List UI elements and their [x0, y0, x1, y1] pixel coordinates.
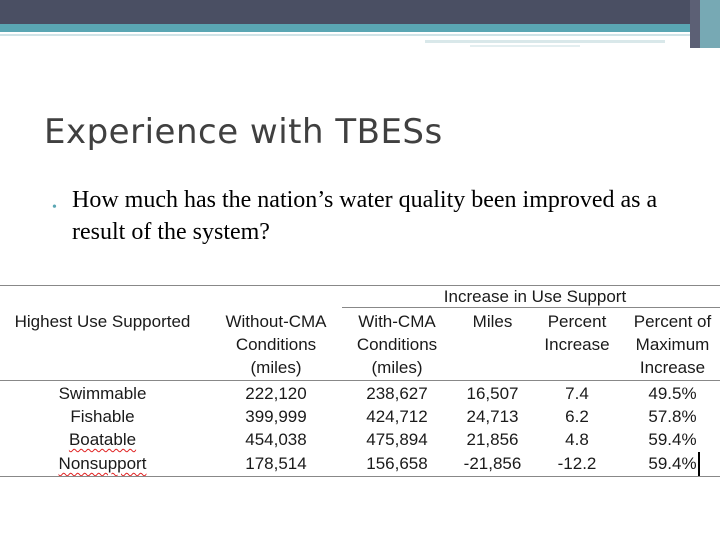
- table-cell: 24,713: [466, 407, 519, 426]
- col-header-miles: Miles: [472, 312, 513, 331]
- spellcheck-word: Boatable: [68, 430, 137, 449]
- table-cell: 7.4: [565, 384, 589, 403]
- table-cell: 222,120: [245, 384, 307, 403]
- table-cell: 424,712: [366, 407, 428, 426]
- col-header-without: Without-CMA Conditions (miles): [225, 312, 327, 377]
- table-cell: -12.2: [557, 454, 597, 473]
- table-cell: 178,514: [245, 454, 307, 473]
- data-table: Increase in Use Support Highest Use Supp…: [0, 283, 720, 478]
- table-cell: 57.8%: [648, 407, 697, 426]
- col-header-percent-max: Percent of Maximum Increase: [633, 312, 712, 377]
- table-cell: 399,999: [245, 407, 307, 426]
- spellcheck-word: Nonsupport: [58, 454, 147, 473]
- slide-title: Experience with TBESs: [44, 112, 443, 152]
- table-cell: 59.4%: [648, 430, 697, 449]
- table-cell: Swimmable: [58, 384, 147, 403]
- header-bar: [0, 0, 720, 24]
- decor-line: [470, 45, 580, 47]
- col-header-use: Highest Use Supported: [14, 312, 191, 331]
- table-cell: 59.4%: [648, 454, 697, 473]
- header-accent-stripe: [0, 24, 720, 32]
- table-top-rule: [0, 285, 720, 286]
- table-cell: 4.8: [565, 430, 589, 449]
- col-header-with: With-CMA Conditions (miles): [356, 312, 438, 377]
- table-cell: 49.5%: [648, 384, 697, 403]
- col-header-percent-increase: Percent Increase: [544, 312, 610, 354]
- corner-decor: [700, 0, 720, 48]
- group-header-rule: [342, 307, 720, 308]
- table-cell: 238,627: [366, 384, 428, 403]
- table-cell: 21,856: [466, 430, 519, 449]
- text-cursor: [698, 452, 700, 476]
- table-cell: 156,658: [366, 454, 428, 473]
- table-cell: 454,038: [245, 430, 307, 449]
- table-cell: Nonsupport: [0, 452, 205, 476]
- bullet-text: How much has the nation’s water quality …: [72, 187, 658, 245]
- table-cell: 6.2: [565, 407, 589, 426]
- table-cell: 16,507: [466, 384, 519, 403]
- table-cell: 475,894: [366, 430, 428, 449]
- group-header: Increase in Use Support: [443, 287, 627, 306]
- table-cell: -21,856: [463, 454, 522, 473]
- bullet-icon: •: [52, 200, 57, 215]
- decor-line: [0, 34, 720, 36]
- table-cell: Boatable: [0, 428, 205, 452]
- header-bottom-rule: [0, 380, 720, 381]
- table-cell: Fishable: [70, 407, 135, 426]
- table-bottom-rule: [0, 476, 720, 477]
- decor-line: [425, 40, 665, 43]
